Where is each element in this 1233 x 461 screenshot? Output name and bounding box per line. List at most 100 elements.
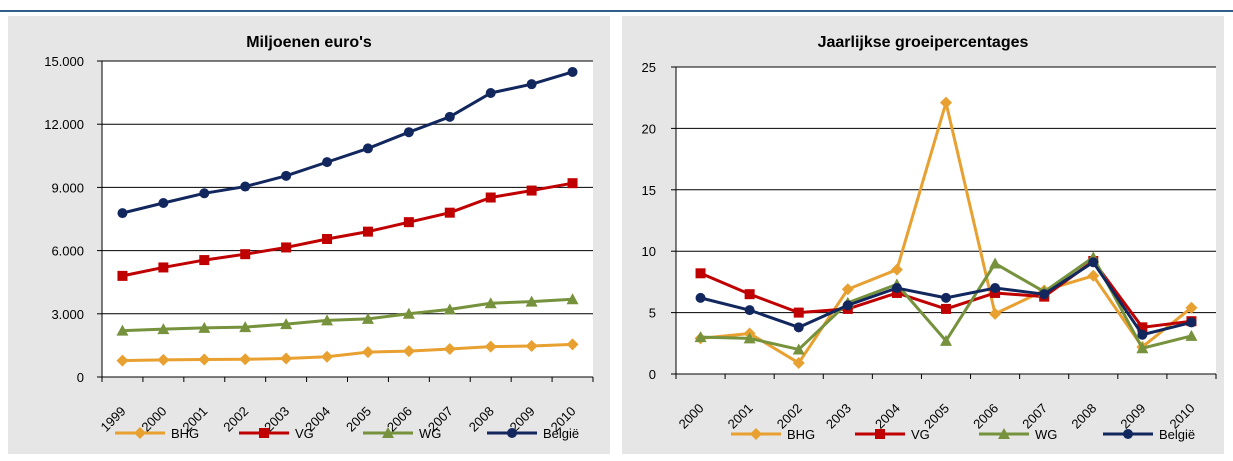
data-point [941,303,951,314]
data-point [199,255,210,266]
data-point [158,197,169,208]
legend-label: WG [419,426,441,441]
legend-label: BHG [171,426,199,441]
data-point [281,242,292,253]
data-point [566,338,579,351]
plot-area [102,61,593,377]
data-point [695,292,706,303]
data-point [402,307,415,319]
data-point [792,356,805,369]
series-line [122,342,573,363]
data-point [362,226,373,237]
data-point [198,321,211,333]
data-point [1137,329,1148,340]
legend-label: BHG [787,427,815,442]
legend-marker [1123,429,1133,439]
legend-marker [507,428,517,438]
y-tick-label: 0 [77,370,84,385]
chart-growth: Jaarlijkse groeipercentages 0 5 10 15 20 25 200… [642,34,1217,442]
legend-label: VG [295,426,314,441]
y-tick-label: 20 [642,121,656,136]
data-point [117,208,128,219]
x-tick-label: 2009 [1117,401,1148,432]
data-point [695,268,706,279]
x-tick-label: 2003 [823,401,854,432]
data-point [280,352,293,365]
data-point [321,314,334,326]
chart-title: Miljoenen euro's [246,34,372,51]
data-point [567,178,578,189]
x-tick-label: 1999 [98,404,129,435]
data-point [239,321,252,333]
x-tick-label: 2000 [138,404,169,435]
data-point [566,293,579,305]
series-line [122,297,573,333]
data-point [989,307,1002,320]
data-point [116,324,129,336]
top-rule [0,10,1233,12]
x-tick-label: 2006 [970,401,1001,432]
data-point [281,170,292,181]
data-point [280,318,293,330]
series-3 [117,66,578,219]
series-line [122,70,573,215]
data-point [403,217,414,228]
data-point [402,345,415,358]
series-0 [116,338,579,367]
data-point [403,127,414,138]
data-point [989,257,1002,269]
data-point [158,262,169,273]
data-point [940,334,952,346]
data-point [321,350,334,363]
data-point [1186,317,1197,328]
y-tick-label: 12.000 [44,117,84,132]
data-point [792,343,805,355]
y-tick-label: 5 [649,306,656,321]
data-point [443,303,456,315]
legend-marker [750,428,762,440]
data-point [322,234,333,245]
data-point [744,305,755,316]
x-tick-label: 2000 [676,401,707,432]
data-point [940,96,952,109]
data-point [525,340,538,353]
x-tick-label: 2001 [725,401,756,432]
y-tick-label: 15 [642,183,656,198]
data-point [1088,257,1099,268]
data-point [361,346,374,359]
y-tick-label: 25 [642,60,656,75]
data-point [485,192,496,203]
series-3 [695,257,1197,340]
data-point [1137,322,1148,333]
series-line [122,181,573,278]
data-point [891,283,902,294]
data-point [841,283,854,296]
data-point [322,157,333,168]
data-point [941,292,951,303]
series-2 [116,293,579,336]
data-point [793,322,804,333]
data-point [793,307,804,318]
data-point [484,297,497,309]
y-tick-label: 0 [649,367,656,382]
legend-marker [259,428,269,438]
data-point [1136,342,1149,354]
panel-left: Miljoenen euro's 0 3.000 6.000 9.000 12.000 15… [8,16,610,454]
data-point [1039,289,1050,300]
data-point [240,249,251,260]
legend-label: België [1159,427,1195,442]
data-point [361,312,374,324]
data-point [239,353,252,366]
data-point [842,300,853,311]
data-point [526,79,537,90]
data-point [240,181,251,192]
data-point [526,185,537,196]
x-tick-label: 2008 [1068,401,1099,432]
chart-title: Jaarlijkse groeipercentages [818,34,1029,51]
legend-label: België [543,426,579,441]
legend-marker [134,427,146,439]
data-point [743,332,756,344]
data-point [198,353,211,366]
data-point [117,270,128,281]
